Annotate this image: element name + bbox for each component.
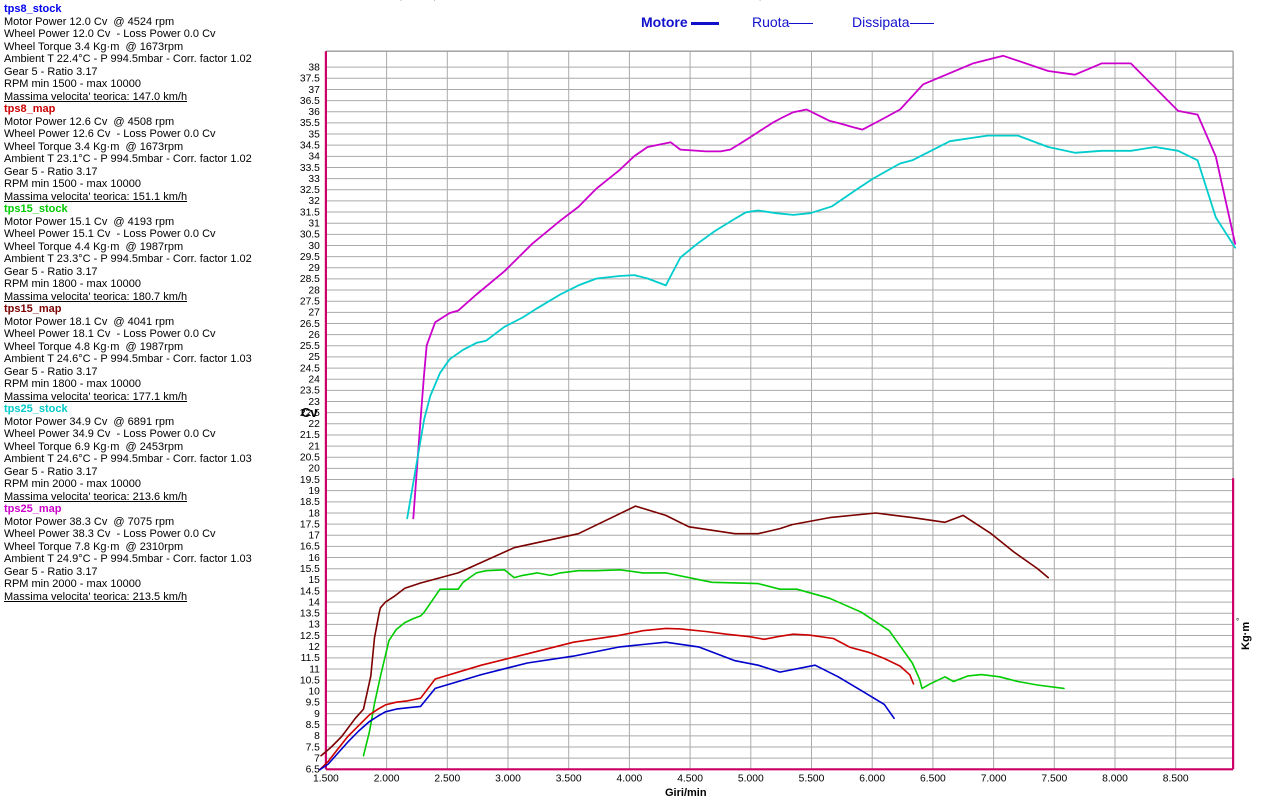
svg-text:20.5: 20.5: [300, 453, 320, 464]
svg-text:7.000: 7.000: [981, 773, 1007, 784]
svg-text:22: 22: [308, 419, 320, 430]
svg-text:6.000: 6.000: [859, 773, 885, 784]
svg-text:32.5: 32.5: [300, 185, 320, 196]
svg-text:12.5: 12.5: [300, 631, 320, 642]
svg-text:13: 13: [308, 620, 320, 631]
svg-text:37: 37: [308, 85, 320, 96]
svg-text:3.000: 3.000: [495, 773, 521, 784]
svg-text:15: 15: [308, 575, 320, 586]
svg-text:3.500: 3.500: [556, 773, 582, 784]
svg-text:11.5: 11.5: [301, 653, 321, 664]
svg-text:18: 18: [308, 508, 320, 519]
svg-text:19.5: 19.5: [300, 475, 320, 486]
svg-text:12: 12: [308, 642, 320, 653]
svg-text:8.5: 8.5: [306, 720, 321, 731]
svg-text:14.5: 14.5: [300, 586, 320, 597]
svg-text:2.000: 2.000: [374, 773, 400, 784]
svg-text:24: 24: [308, 375, 320, 386]
svg-text:18.5: 18.5: [300, 497, 320, 508]
svg-text:4.000: 4.000: [617, 773, 643, 784]
svg-text:7.500: 7.500: [1041, 773, 1067, 784]
svg-text:7.5: 7.5: [306, 742, 321, 753]
svg-text:16.5: 16.5: [300, 542, 320, 553]
svg-text:24.5: 24.5: [300, 363, 320, 374]
svg-text:32: 32: [308, 196, 320, 207]
svg-text:6.500: 6.500: [920, 773, 946, 784]
svg-text:29.5: 29.5: [300, 252, 320, 263]
svg-text:30: 30: [308, 241, 320, 252]
svg-text:34: 34: [308, 152, 320, 163]
svg-text:2.500: 2.500: [434, 773, 460, 784]
svg-text:17.5: 17.5: [300, 519, 320, 530]
svg-text:10: 10: [308, 687, 320, 698]
svg-text:27.5: 27.5: [300, 297, 320, 308]
svg-text:7: 7: [314, 754, 320, 765]
svg-text:25.5: 25.5: [300, 341, 320, 352]
svg-text:19: 19: [308, 486, 320, 497]
svg-text:31: 31: [308, 219, 320, 230]
svg-text:36: 36: [308, 107, 320, 118]
svg-text:9: 9: [314, 709, 320, 720]
svg-text:22.5: 22.5: [300, 408, 320, 419]
svg-text:36.5: 36.5: [300, 96, 320, 107]
svg-text:28: 28: [308, 285, 320, 296]
svg-text:26.5: 26.5: [300, 319, 320, 330]
svg-text:35: 35: [308, 129, 320, 140]
svg-text:23.5: 23.5: [300, 386, 320, 397]
svg-text:33.5: 33.5: [300, 163, 320, 174]
svg-text:27: 27: [308, 308, 320, 319]
svg-text:28.5: 28.5: [300, 274, 320, 285]
svg-text:5.500: 5.500: [799, 773, 825, 784]
svg-text:20: 20: [308, 464, 320, 475]
svg-text:5.000: 5.000: [738, 773, 764, 784]
svg-text:23: 23: [308, 397, 320, 408]
svg-text:13.5: 13.5: [300, 609, 320, 620]
svg-text:30.5: 30.5: [300, 230, 320, 241]
svg-text:35.5: 35.5: [300, 118, 320, 129]
svg-text:14: 14: [308, 597, 320, 608]
svg-text:26: 26: [308, 330, 320, 341]
svg-text:8: 8: [314, 731, 320, 742]
svg-text:8.500: 8.500: [1163, 773, 1189, 784]
svg-text:33: 33: [308, 174, 320, 185]
svg-text:34.5: 34.5: [300, 141, 320, 152]
svg-text:21: 21: [308, 441, 320, 452]
svg-text:4.500: 4.500: [677, 773, 703, 784]
svg-text:29: 29: [308, 263, 320, 274]
svg-text:38: 38: [308, 63, 320, 74]
svg-text:25: 25: [308, 352, 320, 363]
svg-text:37.5: 37.5: [300, 74, 320, 85]
svg-text:10.5: 10.5: [300, 675, 320, 686]
svg-text:21.5: 21.5: [300, 430, 320, 441]
svg-text:16: 16: [308, 553, 320, 564]
svg-text:9.5: 9.5: [306, 698, 321, 709]
svg-text:17: 17: [308, 531, 320, 542]
svg-text:15.5: 15.5: [300, 564, 320, 575]
svg-text:31.5: 31.5: [300, 207, 320, 218]
svg-text:8.000: 8.000: [1102, 773, 1128, 784]
svg-text:6.5: 6.5: [306, 765, 321, 776]
svg-text:11: 11: [309, 664, 320, 675]
